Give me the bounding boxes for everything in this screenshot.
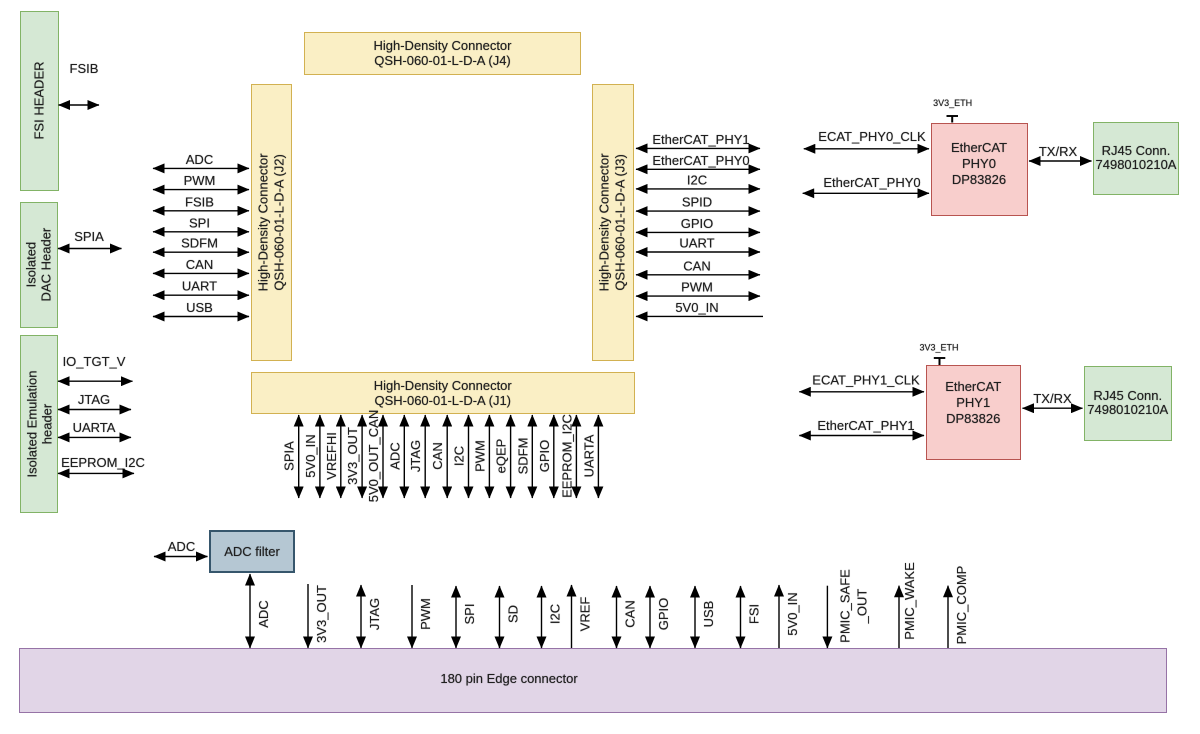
svg-text:EtherCAT_PHY1: EtherCAT_PHY1 xyxy=(652,132,749,147)
svg-text:CAN: CAN xyxy=(186,257,213,272)
svg-text:TX/RX: TX/RX xyxy=(1033,391,1072,406)
svg-text:ADC: ADC xyxy=(186,152,213,167)
svg-text:SDFM: SDFM xyxy=(181,236,218,251)
svg-text:EtherCAT_PHY1: EtherCAT_PHY1 xyxy=(817,418,914,433)
svg-text:EtherCAT_PHY0: EtherCAT_PHY0 xyxy=(652,153,749,168)
svg-text:VREFHI: VREFHI xyxy=(324,432,339,480)
svg-text:JTAG: JTAG xyxy=(408,440,423,472)
svg-text:PWM: PWM xyxy=(472,440,487,472)
svg-text:3V3_OUT: 3V3_OUT xyxy=(314,585,329,643)
svg-text:I2C: I2C xyxy=(687,172,707,187)
svg-text:SPIA: SPIA xyxy=(74,229,104,244)
svg-text:ECAT_PHY1_CLK: ECAT_PHY1_CLK xyxy=(812,373,920,388)
svg-text:eQEP: eQEP xyxy=(494,439,509,474)
svg-text:SPIA: SPIA xyxy=(282,441,297,471)
svg-text:CAN: CAN xyxy=(623,600,638,627)
svg-text:5V0_IN: 5V0_IN xyxy=(785,592,800,635)
svg-text:GPIO: GPIO xyxy=(681,216,714,231)
svg-text:ECAT_PHY0_CLK: ECAT_PHY0_CLK xyxy=(818,129,926,144)
svg-text:FSIB: FSIB xyxy=(70,61,99,76)
svg-text:I2C: I2C xyxy=(452,446,467,466)
svg-text:PMIC_COMP: PMIC_COMP xyxy=(954,566,969,645)
svg-text:ADC: ADC xyxy=(256,600,271,627)
svg-text:5V0_IN: 5V0_IN xyxy=(675,300,718,315)
svg-text:5V0_IN: 5V0_IN xyxy=(303,434,318,477)
svg-text:EEPROM_I2C: EEPROM_I2C xyxy=(61,455,145,470)
svg-text:UARTA: UARTA xyxy=(581,434,596,477)
svg-text:GPIO: GPIO xyxy=(537,440,552,473)
svg-text:EEPROM_I2C: EEPROM_I2C xyxy=(559,414,574,498)
svg-text:3V3_ETH: 3V3_ETH xyxy=(933,98,972,108)
svg-text:SPI: SPI xyxy=(462,604,477,625)
svg-text:UART: UART xyxy=(679,236,714,251)
svg-text:ADC: ADC xyxy=(168,539,195,554)
svg-text:3V3_OUT: 3V3_OUT xyxy=(345,427,360,485)
svg-text:_OUT: _OUT xyxy=(854,589,869,625)
svg-text:PWM: PWM xyxy=(418,598,433,630)
svg-text:USB: USB xyxy=(186,300,213,315)
svg-text:SPID: SPID xyxy=(682,195,712,210)
svg-text:SDFM: SDFM xyxy=(515,438,530,475)
svg-text:5V0_OUT_CAN: 5V0_OUT_CAN xyxy=(366,410,381,502)
svg-text:PMIC_WAKE: PMIC_WAKE xyxy=(902,562,917,640)
svg-text:I2C: I2C xyxy=(548,604,563,624)
svg-text:VREF: VREF xyxy=(578,597,593,632)
svg-text:3V3_ETH: 3V3_ETH xyxy=(919,343,958,353)
svg-text:UARTA: UARTA xyxy=(73,420,116,435)
svg-text:PWM: PWM xyxy=(681,280,713,295)
svg-text:EtherCAT_PHY0: EtherCAT_PHY0 xyxy=(823,175,920,190)
svg-text:CAN: CAN xyxy=(430,442,445,469)
svg-text:IO_TGT_V: IO_TGT_V xyxy=(63,354,126,369)
svg-text:PMIC_SAFE: PMIC_SAFE xyxy=(837,569,852,643)
svg-text:JTAG: JTAG xyxy=(367,598,382,630)
svg-text:SPI: SPI xyxy=(189,215,210,230)
svg-text:JTAG: JTAG xyxy=(78,392,110,407)
svg-text:UART: UART xyxy=(182,279,217,294)
svg-text:USB: USB xyxy=(701,601,716,628)
svg-text:TX/RX: TX/RX xyxy=(1039,144,1078,159)
svg-text:PWM: PWM xyxy=(184,173,216,188)
svg-text:FSIB: FSIB xyxy=(185,194,214,209)
svg-text:ADC: ADC xyxy=(387,442,402,469)
svg-text:GPIO: GPIO xyxy=(656,598,671,631)
svg-text:FSI: FSI xyxy=(747,604,762,624)
svg-text:SD: SD xyxy=(506,605,521,623)
svg-text:CAN: CAN xyxy=(683,258,710,273)
